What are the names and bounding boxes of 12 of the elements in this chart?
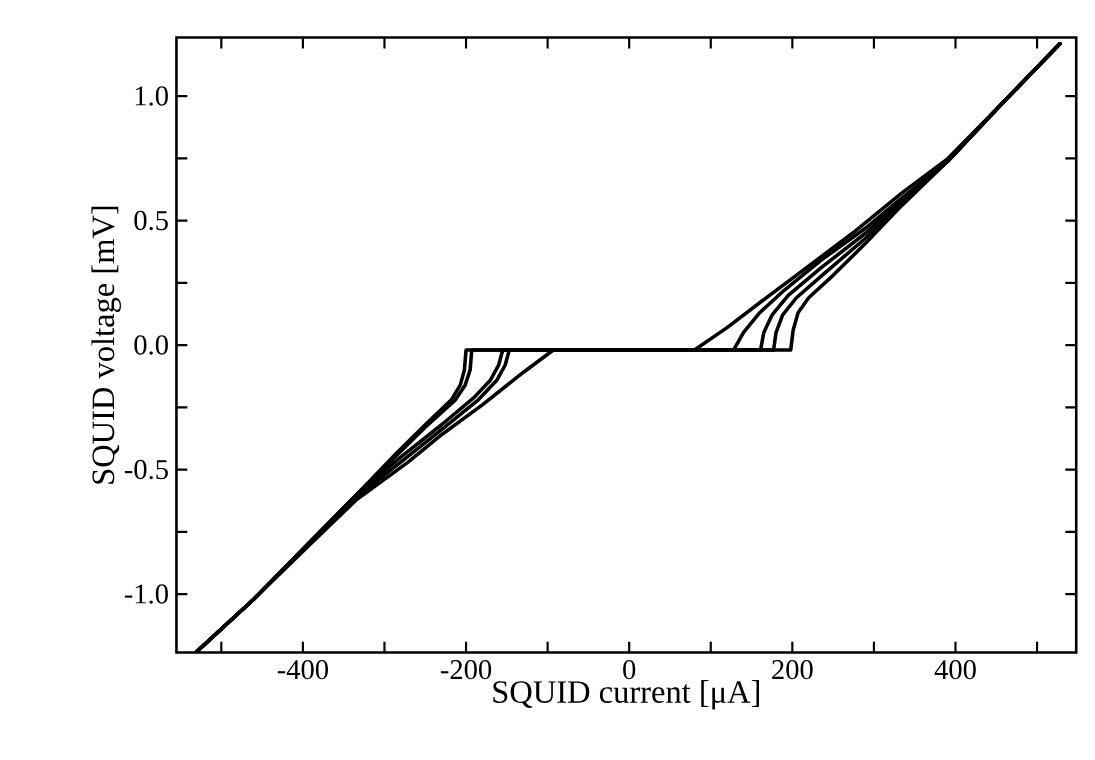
y-tick-label: 0.0 xyxy=(134,335,168,355)
x-axis-title: SQUID current [μA] xyxy=(493,679,759,710)
y-axis-title: SQUID voltage [mV] xyxy=(91,206,121,484)
x-tick-label: -400 xyxy=(277,659,328,680)
y-tick-label: -1.0 xyxy=(124,584,168,604)
y-tick-label: 1.0 xyxy=(135,86,168,106)
x-tick-label: 0 xyxy=(623,659,636,680)
x-tick-label: 200 xyxy=(772,659,813,680)
y-tick-label: -0.5 xyxy=(124,459,168,480)
x-tick-label: -200 xyxy=(440,659,492,680)
x-tick-label: 400 xyxy=(934,659,976,680)
y-tick-label: 0.5 xyxy=(134,210,168,231)
